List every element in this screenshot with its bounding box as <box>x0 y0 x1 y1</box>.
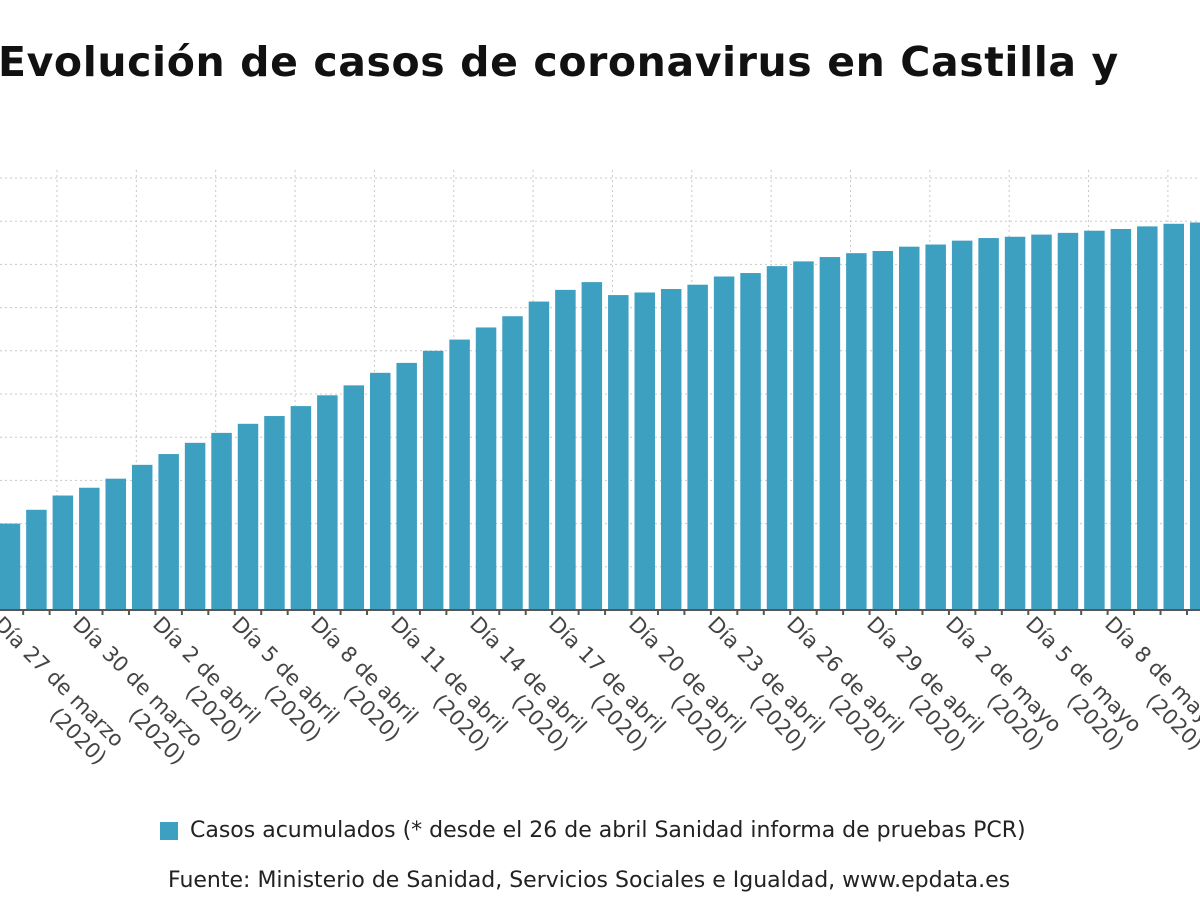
bar <box>528 301 550 610</box>
bar <box>52 495 74 610</box>
bar <box>978 238 999 610</box>
legend: Casos acumulados (* desde el 26 de abril… <box>160 818 1026 843</box>
bar <box>951 240 973 610</box>
bar <box>766 266 788 610</box>
bar <box>502 316 523 610</box>
bar <box>343 385 365 610</box>
bar <box>1004 236 1026 610</box>
bar <box>131 464 153 610</box>
bar <box>634 292 655 610</box>
bar <box>555 289 576 610</box>
bar <box>899 246 920 611</box>
bar <box>1084 230 1105 611</box>
bar <box>660 289 682 610</box>
source-note: Fuente: Ministerio de Sanidad, Servicios… <box>168 868 1011 893</box>
bar <box>396 362 417 610</box>
bar <box>846 253 867 610</box>
bar <box>793 261 814 610</box>
bar <box>184 442 206 610</box>
bar <box>317 395 338 610</box>
bar <box>422 350 444 610</box>
x-axis-ticks <box>22 610 1188 615</box>
bar <box>105 478 126 610</box>
chart-title: Evolución de casos de coronavirus en Cas… <box>0 38 1119 86</box>
legend-label: Casos acumulados (* desde el 26 de abril… <box>190 818 1026 843</box>
bar <box>1057 232 1079 610</box>
bar <box>872 251 894 610</box>
bar <box>449 339 470 610</box>
bar <box>264 416 285 610</box>
bar <box>819 257 841 610</box>
bar <box>1031 234 1052 611</box>
bar <box>1110 228 1132 610</box>
bar <box>925 244 946 610</box>
bar <box>475 327 497 610</box>
bar <box>713 276 735 610</box>
bar <box>1137 226 1158 610</box>
bar <box>158 454 179 610</box>
bar <box>237 423 259 610</box>
bar <box>1163 223 1184 611</box>
bar <box>211 432 232 610</box>
legend-swatch <box>160 821 178 840</box>
bars <box>0 222 1200 611</box>
bar <box>0 523 21 610</box>
bar <box>608 295 629 610</box>
bar <box>290 406 312 610</box>
bar <box>581 282 603 610</box>
bar <box>687 284 708 610</box>
bar <box>740 273 761 610</box>
bar <box>26 509 47 610</box>
bar <box>370 372 391 610</box>
bar <box>1189 222 1200 610</box>
bar <box>79 487 100 610</box>
